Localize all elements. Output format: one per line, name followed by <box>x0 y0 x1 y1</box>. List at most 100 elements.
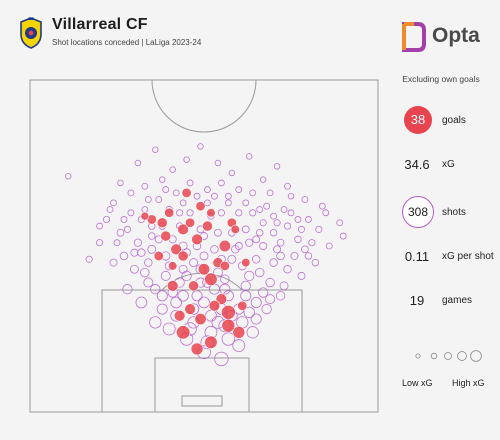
shot-marker <box>183 156 190 163</box>
goal-marker <box>191 233 203 246</box>
shot-marker <box>161 251 171 261</box>
shot-marker <box>241 225 250 234</box>
shot-marker <box>261 303 272 315</box>
shot-marker <box>160 270 171 281</box>
shot-marker <box>240 280 251 291</box>
opta-wordmark: Opta <box>432 24 480 47</box>
shot-marker <box>301 196 309 203</box>
shot-marker <box>287 209 295 217</box>
shot-marker <box>169 166 176 173</box>
shot-marker <box>237 261 247 271</box>
shot-marker <box>211 192 218 200</box>
shot-marker <box>162 322 176 336</box>
shot-marker <box>156 290 168 302</box>
shot-marker <box>149 316 162 329</box>
shot-marker <box>275 291 286 301</box>
shot-marker <box>290 251 299 260</box>
shot-marker <box>144 258 153 267</box>
goal-marker <box>195 201 206 212</box>
games-label: games <box>442 295 473 306</box>
shot-marker <box>254 267 265 278</box>
shot-marker <box>200 232 208 241</box>
shot-marker <box>116 228 125 237</box>
legend-high-label: High xG <box>452 378 485 388</box>
stat-xg: 34.6 xG <box>388 150 494 180</box>
shot-marker <box>276 251 285 261</box>
shot-marker <box>200 335 215 350</box>
shot-marker <box>162 186 170 193</box>
shot-marker <box>148 232 156 240</box>
shot-marker <box>147 244 157 254</box>
shot-marker <box>214 228 222 237</box>
goal-marker <box>215 293 228 305</box>
goal-marker <box>202 220 213 232</box>
shot-marker <box>117 179 124 187</box>
goal-marker <box>173 309 186 322</box>
shot-marker <box>211 315 225 329</box>
shot-marker <box>242 199 250 207</box>
stat-xg-per-shot: 0.11 xG per shot <box>388 242 494 272</box>
legend-size-circle <box>430 352 438 360</box>
shot-marker <box>179 332 194 346</box>
shot-marker <box>318 202 326 210</box>
shot-marker <box>236 316 249 329</box>
shot-marker <box>273 219 281 227</box>
goal-marker <box>177 250 189 262</box>
shot-marker <box>187 303 200 315</box>
shot-marker <box>158 222 166 230</box>
shot-marker <box>219 283 231 295</box>
chart-subtitle: Shot locations conceded | LaLiga 2023-24 <box>52 38 202 47</box>
legend-low-label: Low xG <box>402 378 433 388</box>
shot-marker <box>164 261 174 271</box>
shot-marker <box>273 245 282 254</box>
goal-marker <box>221 318 236 333</box>
shot-marker <box>189 258 198 268</box>
shot-marker <box>221 332 236 346</box>
shot-marker <box>148 222 156 230</box>
goal-marker <box>188 280 199 292</box>
penalty-box <box>101 289 303 413</box>
goals-label: goals <box>442 115 466 126</box>
goal-marker <box>237 300 248 311</box>
shot-marker <box>250 296 262 308</box>
shot-marker <box>109 258 118 267</box>
shot-marker <box>204 199 211 207</box>
shot-marker <box>273 163 281 170</box>
shot-marker <box>96 222 103 230</box>
shot-marker <box>339 232 347 240</box>
shot-marker <box>181 270 192 282</box>
shot-marker <box>227 228 236 237</box>
shot-marker <box>137 215 145 224</box>
shot-marker <box>301 245 309 254</box>
shot-marker <box>215 303 228 315</box>
six-yard-box <box>154 357 250 413</box>
stats-panel: Excluding own goals 38 goals 34.6 xG 308… <box>388 70 494 400</box>
goal-marker <box>190 342 204 356</box>
shot-marker <box>259 219 267 227</box>
goal-marker <box>177 223 189 236</box>
shot-marker <box>197 143 204 150</box>
shot-marker <box>167 287 178 298</box>
shot-marker <box>259 242 268 250</box>
shot-marker <box>204 325 218 339</box>
shot-marker <box>217 209 225 217</box>
shot-marker <box>226 309 238 322</box>
shot-marker <box>218 319 232 333</box>
goal-marker <box>206 208 216 218</box>
shot-marker <box>168 235 177 244</box>
legend-size-circle <box>444 352 452 360</box>
shot-marker <box>233 303 245 315</box>
shot-marker <box>178 264 188 274</box>
goal-marker <box>194 312 207 326</box>
shot-marker <box>191 290 203 302</box>
shot-marker <box>119 251 129 261</box>
shot-marker <box>186 209 194 217</box>
goal-marker <box>168 261 178 271</box>
xg-size-legend: Low xG High xG <box>388 340 494 396</box>
shot-marker <box>196 225 205 234</box>
shot-marker <box>284 182 291 190</box>
shot-marker <box>141 206 149 213</box>
shot-marker <box>193 192 201 200</box>
shot-marker <box>175 222 184 230</box>
shot-marker <box>207 212 215 220</box>
